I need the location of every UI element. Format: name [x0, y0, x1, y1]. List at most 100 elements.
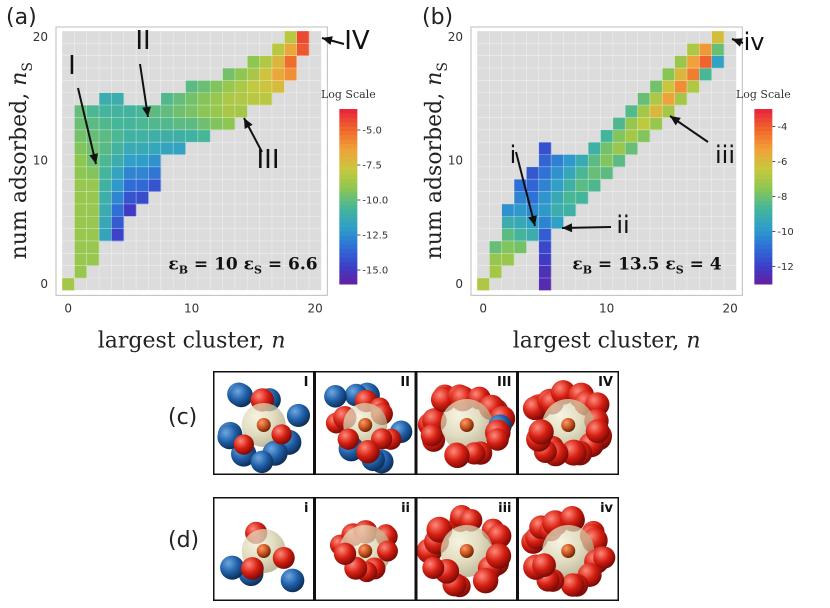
heatmap-cell [62, 278, 75, 291]
colorbar-segment [339, 222, 358, 228]
colorbar-segment [754, 130, 773, 136]
heatmap-cell [551, 191, 564, 205]
colorbar-segment [754, 117, 773, 123]
heatmap-cell [600, 166, 614, 180]
colorbar-segment [754, 240, 773, 246]
heatmap-cell [686, 68, 700, 81]
heatmap-a: 0 0 10 10 20 20 largest cluster, n num adsorbed… [7, 26, 388, 353]
heatmap-cell [99, 105, 112, 118]
x-axis-label: largest cluster, n [513, 328, 701, 353]
colorbar-segment [339, 192, 358, 197]
snapshot-label: i [304, 501, 308, 516]
colorbar-segment [754, 126, 773, 132]
heatmap-cell [99, 166, 112, 180]
heatmap-cell [222, 68, 236, 81]
heatmap-cell [99, 129, 112, 143]
substrate-core [561, 418, 576, 432]
snapshot-box: II [314, 371, 416, 475]
colorbar-tick-label: -12.5 [362, 231, 388, 242]
colorbar-segment [754, 231, 773, 237]
params-label: εB = 10 εS = 6.6 [168, 254, 317, 276]
heatmap-cell [625, 129, 638, 143]
annotation-label: ii [616, 211, 629, 239]
heatmap-cell [247, 68, 260, 81]
heatmap-cell [612, 117, 626, 131]
substrate-core [459, 544, 474, 558]
heatmap-cell [247, 92, 260, 106]
substrate-core [358, 418, 373, 432]
red-particle [487, 523, 512, 548]
heatmap-cell [501, 228, 515, 242]
colorbar-segment [339, 174, 358, 180]
red-particle [593, 546, 616, 569]
heatmap-cell [234, 105, 248, 118]
colorbar-segment [754, 249, 773, 254]
heatmap-cell [234, 68, 248, 81]
heatmap-cell [173, 129, 186, 143]
snapshot-label: II [400, 375, 410, 390]
heatmap-cell [551, 179, 564, 192]
heatmap-cell [271, 43, 285, 56]
heatmap-cell [588, 142, 601, 155]
snapshot-border [517, 497, 619, 601]
heatmap-cell [686, 43, 700, 56]
heatmap-cell [538, 216, 552, 229]
y-tick-label: 0 [455, 277, 463, 291]
heatmap-cell [136, 117, 149, 131]
annotation-label: II [135, 26, 150, 56]
colorbar-segment [339, 196, 358, 202]
colorbar-segment [754, 122, 773, 127]
heatmap-cell [600, 142, 614, 155]
heatmap-cell [173, 142, 186, 155]
colorbar-segment [754, 205, 773, 211]
heatmap-cell [197, 92, 211, 106]
colorbar-segment [754, 144, 773, 149]
snapshot-border [213, 497, 315, 601]
heatmap-cell [259, 55, 273, 69]
colorbar-segment [339, 205, 358, 211]
heatmap-cell [637, 117, 651, 131]
heatmap-cell [674, 55, 688, 69]
annotation-label: iii [715, 141, 735, 169]
heatmap-cell [160, 105, 174, 118]
colorbar-tick-label: -4 [777, 122, 787, 133]
heatmap-cell [86, 216, 100, 229]
heatmap-cell [284, 43, 297, 56]
snapshot-box: i [213, 497, 315, 601]
colorbar: -5.0 -7.5 -10.0 -12.5 -15.0 [339, 109, 388, 285]
heatmap-cell [111, 142, 125, 155]
heatmap-cell [526, 166, 540, 180]
colorbar-segment [754, 222, 773, 228]
colorbar-segment [339, 262, 358, 267]
colorbar-segment [339, 170, 358, 176]
colorbar-segment [754, 235, 773, 241]
heatmap-cell [210, 117, 223, 131]
annotation-arrowhead [89, 153, 99, 164]
heatmap-cell [197, 80, 211, 94]
colorbar-segment [754, 135, 773, 141]
y-tick-label: 20 [448, 30, 463, 44]
colorbar-segment [339, 152, 358, 158]
colorbar-segment [754, 183, 773, 189]
red-particle [422, 556, 445, 579]
snapshot-border [416, 371, 518, 475]
heatmap-cell [111, 203, 125, 217]
colorbar-tick-label: -10.0 [362, 196, 388, 207]
panel-label-b: (b) [422, 5, 454, 30]
y-tick-label: 0 [40, 277, 48, 291]
colorbar-segment [754, 174, 773, 180]
colorbar-segment [339, 179, 358, 184]
heatmap-cell [136, 129, 149, 143]
heatmap-cell [637, 129, 651, 143]
red-particle [356, 440, 380, 464]
substrate-core [256, 418, 271, 432]
heatmap-cell [136, 142, 149, 155]
heatmap-cell [173, 105, 186, 118]
annotation-arrowhead [732, 38, 743, 47]
snapshot-label: ii [401, 501, 410, 516]
heatmap-cell [111, 105, 125, 118]
heatmap-cell [210, 92, 223, 106]
x-tick-label: 10 [184, 301, 199, 315]
red-particle [272, 546, 295, 569]
